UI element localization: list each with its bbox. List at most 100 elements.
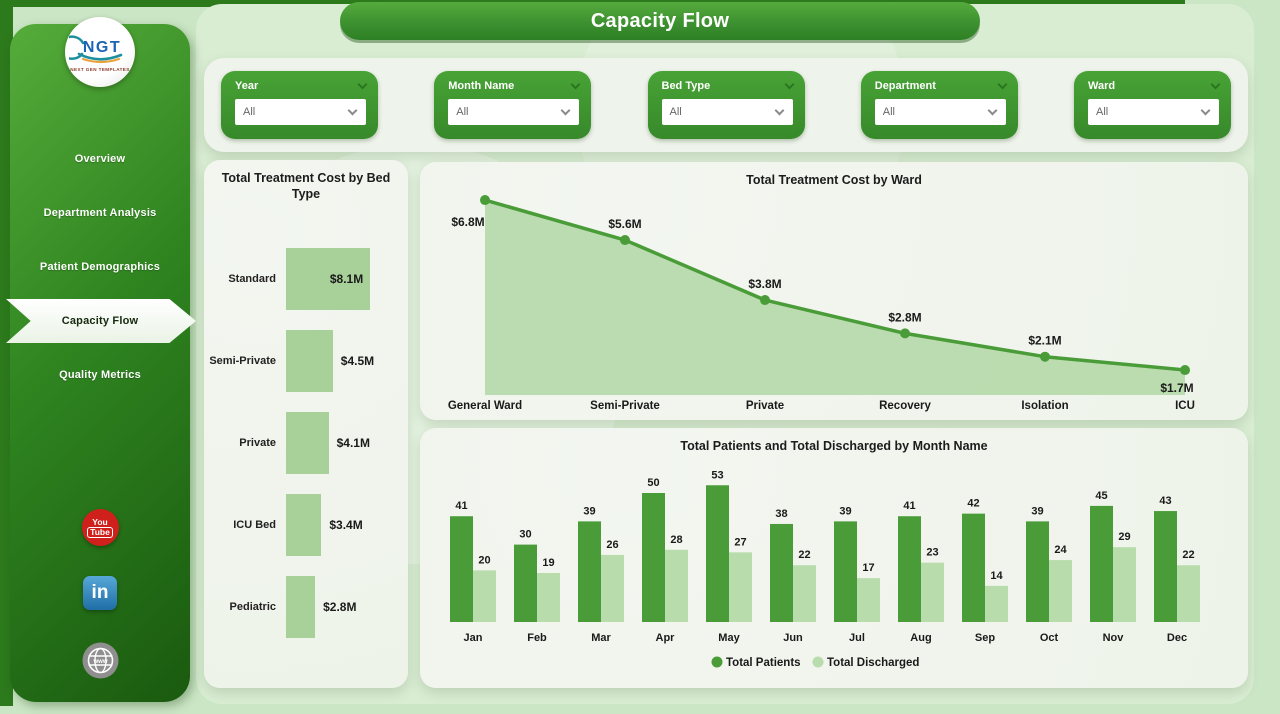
- legend-label: Total Discharged: [827, 657, 919, 669]
- bar-total-discharged-sep[interactable]: [985, 585, 1008, 622]
- chart-title: Total Treatment Cost by Bed Type: [221, 171, 391, 202]
- chevron-down-icon: [987, 105, 998, 116]
- bar-total-discharged-jun[interactable]: [793, 565, 816, 622]
- bar-total-patients-feb[interactable]: [514, 544, 537, 622]
- bar-total-patients-may[interactable]: [706, 485, 729, 622]
- linkedin-icon[interactable]: in: [83, 576, 117, 610]
- active-arrow-ribbon: [6, 299, 196, 343]
- data-point-recovery[interactable]: [900, 328, 910, 339]
- filter-department: Department All: [860, 71, 1018, 139]
- chevron-down-icon[interactable]: [357, 79, 368, 90]
- axis-label: Jun: [783, 632, 803, 644]
- bar-total-discharged-nov[interactable]: [1113, 547, 1136, 622]
- data-point-general-ward[interactable]: [480, 195, 490, 206]
- sidebar-item-capacity-flow[interactable]: Capacity Flow: [6, 299, 196, 343]
- sidebar-item-label: Overview: [74, 153, 126, 165]
- chevron-down-icon[interactable]: [997, 79, 1008, 90]
- category-label: Pediatric: [229, 601, 276, 613]
- bar-total-discharged-mar[interactable]: [601, 554, 624, 622]
- filter-department-dropdown[interactable]: All: [874, 99, 1006, 125]
- bar-total-discharged-may[interactable]: [729, 552, 752, 622]
- chart-bedtype-card: Total Treatment Cost by Bed Type Standar…: [204, 160, 408, 688]
- data-point-semi-private[interactable]: [620, 235, 630, 246]
- bar-total-patients-mar[interactable]: [578, 521, 601, 622]
- social-youtube[interactable]: You Tube: [10, 509, 190, 546]
- sidebar-item-quality-metrics[interactable]: Quality Metrics: [10, 353, 190, 397]
- chart-title: Total Patients and Total Discharged by M…: [680, 439, 988, 453]
- bar-standard[interactable]: $8.1M: [286, 248, 371, 310]
- bar-total-patients-apr[interactable]: [642, 493, 665, 622]
- sidebar-item-patient-demographics[interactable]: Patient Demographics: [10, 245, 190, 289]
- filter-ward-dropdown[interactable]: All: [1088, 99, 1219, 125]
- chevron-down-icon[interactable]: [570, 79, 581, 90]
- filter-year: Year All: [221, 71, 378, 139]
- bar-total-discharged-aug[interactable]: [921, 562, 944, 622]
- category-label: Semi-Private: [209, 355, 276, 367]
- bar-total-patients-sep[interactable]: [962, 513, 985, 622]
- sidebar-item-department-analysis[interactable]: Department Analysis: [10, 191, 190, 235]
- bar-total-discharged-jul[interactable]: [857, 578, 880, 622]
- data-label: 26: [606, 539, 618, 551]
- data-point-isolation[interactable]: [1040, 351, 1050, 362]
- filter-month-name: Month Name All: [434, 71, 592, 139]
- sidebar-item-label: Quality Metrics: [59, 369, 141, 381]
- data-label: $6.8M: [451, 215, 484, 229]
- data-label: 29: [1118, 531, 1130, 543]
- bar-total-patients-oct[interactable]: [1026, 521, 1049, 622]
- filter-label: Department: [874, 80, 936, 92]
- bar-total-patients-jul[interactable]: [834, 521, 857, 622]
- data-point-icu[interactable]: [1180, 365, 1190, 376]
- sidebar-item-overview[interactable]: Overview: [10, 137, 190, 181]
- filter-ward: Ward All: [1074, 71, 1231, 139]
- page-header: Capacity Flow: [340, 2, 980, 40]
- bar-total-discharged-apr[interactable]: [665, 549, 688, 622]
- data-point-private[interactable]: [760, 295, 770, 306]
- bar-total-discharged-dec[interactable]: [1177, 565, 1200, 622]
- sidebar: NGT NEXT GEN TEMPLATES Overview Departme…: [6, 17, 196, 702]
- social-website[interactable]: www: [10, 642, 190, 679]
- bar-total-patients-nov[interactable]: [1090, 505, 1113, 622]
- ward-area-chart: $6.8M General Ward $5.6M Semi-Private $3.8M P…: [448, 195, 1195, 412]
- category-label: Standard: [228, 273, 276, 285]
- bar-total-discharged-jan[interactable]: [473, 570, 496, 622]
- bar-total-patients-aug[interactable]: [898, 516, 921, 622]
- chevron-down-icon[interactable]: [1210, 79, 1221, 90]
- youtube-icon-text: You: [92, 516, 108, 527]
- filter-label: Month Name: [448, 80, 515, 92]
- bar-total-patients-jun[interactable]: [770, 523, 793, 622]
- data-label: 14: [990, 570, 1003, 582]
- bar-private[interactable]: [286, 412, 329, 474]
- data-label: 17: [862, 562, 874, 574]
- data-label: 22: [1182, 549, 1194, 561]
- bar-total-discharged-feb[interactable]: [537, 572, 560, 622]
- filter-label: Bed Type: [661, 80, 711, 92]
- filter-month-name-dropdown[interactable]: All: [448, 99, 580, 125]
- bar-icu-bed[interactable]: [286, 494, 322, 556]
- data-label: 23: [926, 547, 938, 559]
- data-label: 39: [1031, 505, 1043, 517]
- data-label: $8.1M: [329, 272, 364, 286]
- filter-year-dropdown[interactable]: All: [235, 99, 366, 125]
- axis-label: Apr: [656, 632, 676, 644]
- youtube-icon-text: Tube: [87, 527, 113, 538]
- bar-semi-private[interactable]: [286, 330, 333, 392]
- svg-text:NGT: NGT: [83, 39, 121, 56]
- filter-bed-type-dropdown[interactable]: All: [661, 99, 793, 125]
- area-line: [484, 198, 1186, 372]
- bar-total-patients-jan[interactable]: [450, 516, 473, 622]
- bar-total-patients-dec[interactable]: [1154, 511, 1177, 622]
- chart-ward-card: Total Treatment Cost by Ward $6.8M Genera…: [420, 162, 1248, 420]
- data-label: 19: [542, 557, 554, 569]
- legend-swatch: [812, 656, 824, 668]
- data-label: 39: [583, 505, 595, 517]
- filter-bed-type: Bed Type All: [647, 71, 805, 139]
- bar-total-discharged-oct[interactable]: [1049, 560, 1072, 622]
- bar-pediatric[interactable]: [286, 576, 316, 638]
- globe-icon[interactable]: www: [82, 642, 119, 679]
- data-label: 41: [455, 500, 467, 512]
- youtube-icon[interactable]: You Tube: [81, 509, 119, 546]
- data-label: 24: [1054, 544, 1067, 556]
- bedtype-row: Pediatric $2.8M: [204, 576, 408, 638]
- social-linkedin[interactable]: in: [10, 576, 190, 610]
- chevron-down-icon[interactable]: [784, 79, 794, 90]
